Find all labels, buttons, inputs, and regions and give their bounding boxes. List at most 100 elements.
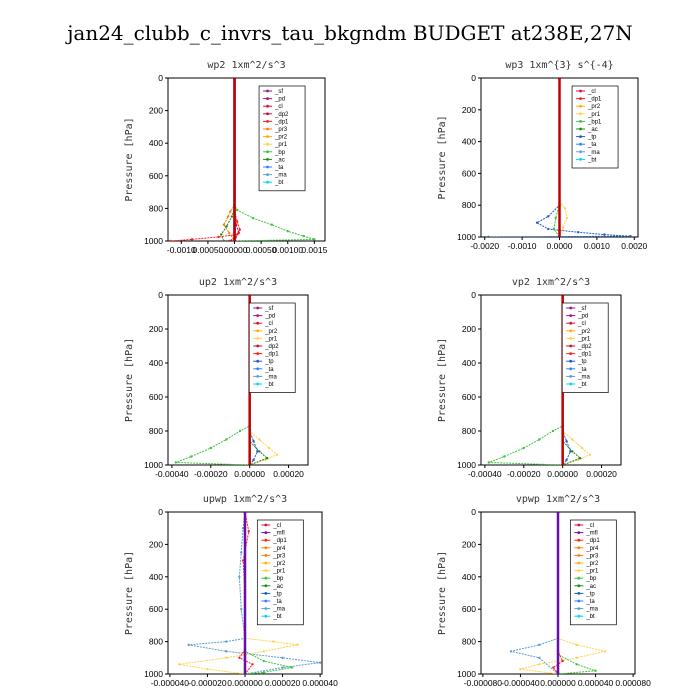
legend-entry: _pr1 [264, 336, 278, 342]
legend-entry: _pr2 [264, 329, 278, 335]
legend-box [256, 519, 304, 626]
legend-entry: _tp [264, 359, 274, 365]
data-point [313, 238, 316, 241]
legend-entry: _cl [577, 321, 586, 327]
data-point [281, 656, 284, 659]
series-line-pr1 [488, 295, 564, 465]
data-point [209, 446, 212, 450]
legend-entry: _ta [264, 367, 274, 373]
data-point [243, 512, 247, 514]
data-point [232, 78, 237, 80]
legend-entry: _ta [577, 367, 587, 373]
x-tick-label: 0.00100 [272, 245, 303, 255]
data-point [169, 239, 172, 241]
legend-entry: _dp1 [264, 352, 279, 358]
legend-entry: _bp [272, 576, 284, 582]
series-line-bp [244, 512, 293, 674]
legend-marker [266, 127, 269, 131]
legend-entry: _pd [264, 314, 275, 320]
legend-marker [266, 135, 269, 139]
data-point [238, 228, 242, 231]
panel-title: wp2 1xm^2/s^3 [207, 60, 285, 71]
legend-marker [577, 607, 581, 610]
data-point [561, 463, 565, 465]
legend-marker [266, 142, 269, 146]
panel-title: upwp 1xm^2/s^3 [203, 494, 287, 505]
data-point [220, 233, 223, 236]
legend-marker [264, 569, 268, 572]
data-point [554, 216, 557, 220]
x-tick-label: 0.000000 [227, 678, 263, 688]
legend-entry: _ma [587, 150, 600, 156]
legend-marker [577, 523, 581, 527]
data-point [265, 457, 269, 460]
legend-marker [569, 329, 573, 333]
x-tick-label: 0.000040 [302, 678, 338, 688]
legend-marker [256, 375, 260, 378]
y-tick-label: 200 [462, 324, 476, 334]
data-point [571, 450, 574, 453]
data-point [556, 672, 560, 674]
legend-entry: _cl [587, 89, 596, 95]
data-point [271, 640, 275, 643]
legend-marker [264, 576, 268, 580]
data-point [174, 461, 177, 464]
data-point [522, 446, 525, 450]
y-tick-label: 400 [462, 137, 476, 147]
legend-entry: _bt [274, 180, 284, 186]
data-point [258, 438, 261, 441]
data-point [577, 458, 580, 462]
legend-entry: _ma [577, 374, 590, 380]
data-point [556, 512, 560, 514]
legend-marker [569, 367, 573, 371]
legend-entry: _bt [585, 614, 595, 620]
data-point [222, 223, 226, 226]
legend-entry: _ac [585, 584, 596, 590]
legend-marker [256, 321, 260, 325]
legend-entry: _pr3 [272, 553, 286, 559]
data-point [535, 221, 539, 224]
legend-entry: _cl [264, 321, 273, 327]
legend-entry: _mfl [272, 531, 284, 537]
y-tick-label: 0 [158, 507, 163, 517]
data-point [243, 672, 247, 674]
legend-marker [579, 150, 582, 154]
data-point [252, 440, 255, 443]
y-tick-label: 800 [462, 200, 476, 210]
legend-marker [569, 359, 573, 363]
x-tick-label: .00000 [222, 245, 248, 255]
legend-entry: _bt [587, 157, 597, 163]
legend-entry: _bt [264, 382, 274, 388]
data-point [256, 450, 259, 453]
x-tick-label: -0.0010 [508, 241, 537, 251]
legend-marker [266, 180, 269, 184]
data-point [187, 643, 190, 647]
legend-entry: _dp2 [264, 344, 279, 350]
legend-entry: _ta [274, 165, 284, 171]
data-point [228, 239, 231, 241]
data-point [229, 210, 232, 213]
data-point [281, 666, 284, 669]
legend-entry: _sf [577, 306, 586, 312]
y-tick-label: 600 [462, 604, 476, 614]
data-point [538, 643, 541, 647]
legend-marker [264, 554, 268, 557]
panel-3: up2 1xm^2/s^3 Pressure [hPa] 0 200 400 600 800… [124, 277, 309, 479]
legend-marker [577, 599, 581, 603]
data-point [190, 238, 194, 241]
legend-entry: _dp1 [585, 538, 600, 544]
x-tick-label: 0.0020 [621, 241, 647, 251]
y-tick-label: 400 [462, 358, 476, 368]
legend-entry: _pr1 [585, 569, 599, 575]
data-point [226, 215, 230, 218]
data-point [262, 659, 265, 663]
data-point [222, 239, 226, 241]
legend-entry: _bt [577, 382, 587, 388]
data-point [538, 663, 541, 666]
data-point [238, 575, 241, 578]
legend-marker [256, 314, 260, 317]
y-tick-label: 600 [149, 171, 163, 181]
data-point [302, 234, 305, 238]
legend-marker [256, 382, 260, 386]
